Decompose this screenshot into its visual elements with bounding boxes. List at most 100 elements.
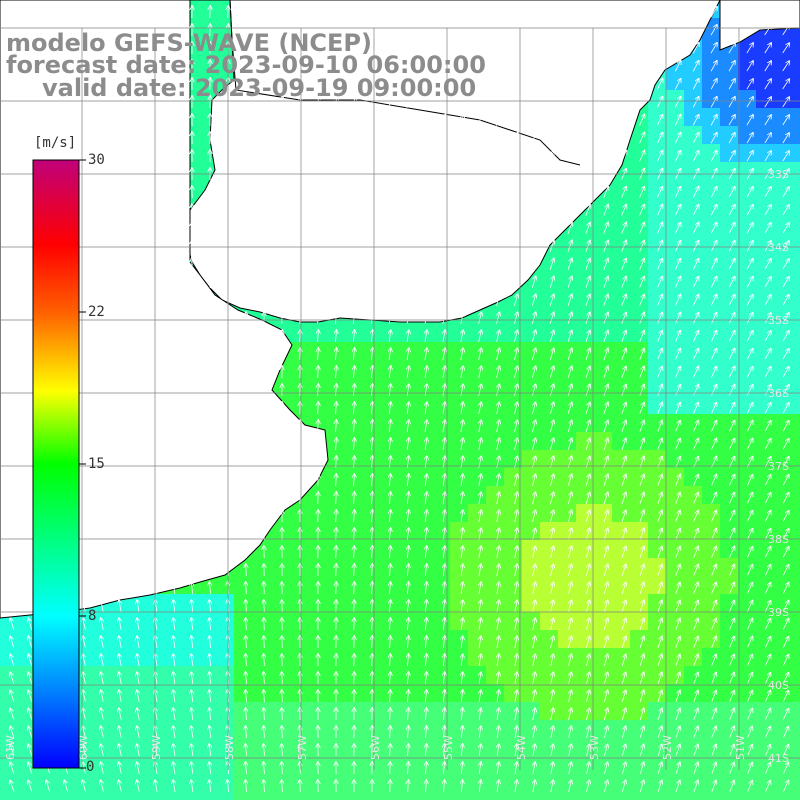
field-cell <box>738 198 757 217</box>
field-cell <box>612 378 631 397</box>
wind-arrow <box>549 24 554 36</box>
wind-arrow <box>335 60 337 72</box>
wind-arrow <box>264 60 265 73</box>
field-cell <box>792 270 800 289</box>
field-cell <box>684 270 703 289</box>
field-cell <box>648 738 667 757</box>
field-cell <box>360 324 379 343</box>
field-cell <box>792 576 800 595</box>
field-cell <box>630 720 649 739</box>
field-cell <box>774 468 793 487</box>
field-cell <box>774 666 793 685</box>
field-cell <box>522 684 541 703</box>
field-cell <box>522 342 541 361</box>
field-cell <box>792 216 800 235</box>
field-cell <box>162 792 181 800</box>
field-cell <box>432 720 451 739</box>
field-cell <box>468 576 487 595</box>
field-cell <box>684 216 703 235</box>
field-cell <box>684 108 703 127</box>
field-cell <box>540 486 559 505</box>
wind-arrow <box>495 42 500 54</box>
field-cell <box>702 468 721 487</box>
wind-arrow <box>603 25 609 36</box>
wind-arrow <box>728 115 735 126</box>
field-cell <box>774 720 793 739</box>
field-cell <box>324 774 343 793</box>
wind-arrow <box>138 114 139 127</box>
wind-arrow <box>710 79 717 90</box>
field-cell <box>252 702 271 721</box>
field-cell <box>378 450 397 469</box>
field-cell <box>666 216 685 235</box>
field-cell <box>558 702 577 721</box>
field-cell <box>144 702 163 721</box>
field-cell <box>450 720 469 739</box>
field-cell <box>540 738 559 757</box>
field-cell <box>234 666 253 685</box>
wind-arrow <box>513 42 518 54</box>
wind-arrow <box>317 42 319 55</box>
field-cell <box>342 486 361 505</box>
field-cell <box>216 684 235 703</box>
field-cell <box>306 378 325 397</box>
wind-arrow <box>299 6 300 19</box>
field-cell <box>288 738 307 757</box>
field-cell <box>702 54 721 73</box>
field-cell <box>720 774 739 793</box>
field-cell <box>540 342 559 361</box>
field-cell <box>378 594 397 613</box>
field-cell <box>432 792 451 800</box>
field-cell <box>630 450 649 469</box>
wind-arrow <box>47 132 49 144</box>
field-cell <box>612 576 631 595</box>
field-cell <box>360 684 379 703</box>
wind-arrow <box>317 60 318 73</box>
field-cell <box>576 540 595 559</box>
field-cell <box>648 468 667 487</box>
field-cell <box>630 630 649 649</box>
field-cell <box>198 774 217 793</box>
field-cell <box>648 378 667 397</box>
field-cell <box>216 576 235 595</box>
field-cell <box>702 324 721 343</box>
lon-label: 54W <box>515 735 528 760</box>
field-cell <box>486 432 505 451</box>
field-cell <box>702 36 721 55</box>
field-cell <box>756 504 775 523</box>
wind-arrow <box>495 24 500 36</box>
field-cell <box>648 342 667 361</box>
field-cell <box>396 540 415 559</box>
wind-arrow <box>656 43 662 54</box>
field-cell <box>540 360 559 379</box>
field-cell <box>270 702 289 721</box>
field-cell <box>630 738 649 757</box>
field-cell <box>630 234 649 253</box>
field-cell <box>486 342 505 361</box>
field-cell <box>558 414 577 433</box>
field-cell <box>324 792 343 800</box>
wind-arrow <box>710 97 717 108</box>
field-cell <box>414 324 433 343</box>
wind-arrow <box>156 150 157 163</box>
field-cell <box>450 414 469 433</box>
field-cell <box>216 18 235 37</box>
wind-arrow <box>353 24 355 36</box>
field-cell <box>378 666 397 685</box>
field-cell <box>486 414 505 433</box>
field-cell <box>720 198 739 217</box>
field-cell <box>486 720 505 739</box>
wind-arrow <box>567 6 572 18</box>
wind-arrow <box>478 132 481 144</box>
field-cell <box>756 108 775 127</box>
wind-arrow <box>11 78 13 90</box>
field-cell <box>522 540 541 559</box>
field-cell <box>342 324 361 343</box>
field-cell <box>738 324 757 343</box>
field-cell <box>396 504 415 523</box>
field-cell <box>774 684 793 703</box>
field-cell <box>234 792 253 800</box>
field-cell <box>270 612 289 631</box>
field-cell <box>612 306 631 325</box>
wind-arrow <box>353 96 355 108</box>
